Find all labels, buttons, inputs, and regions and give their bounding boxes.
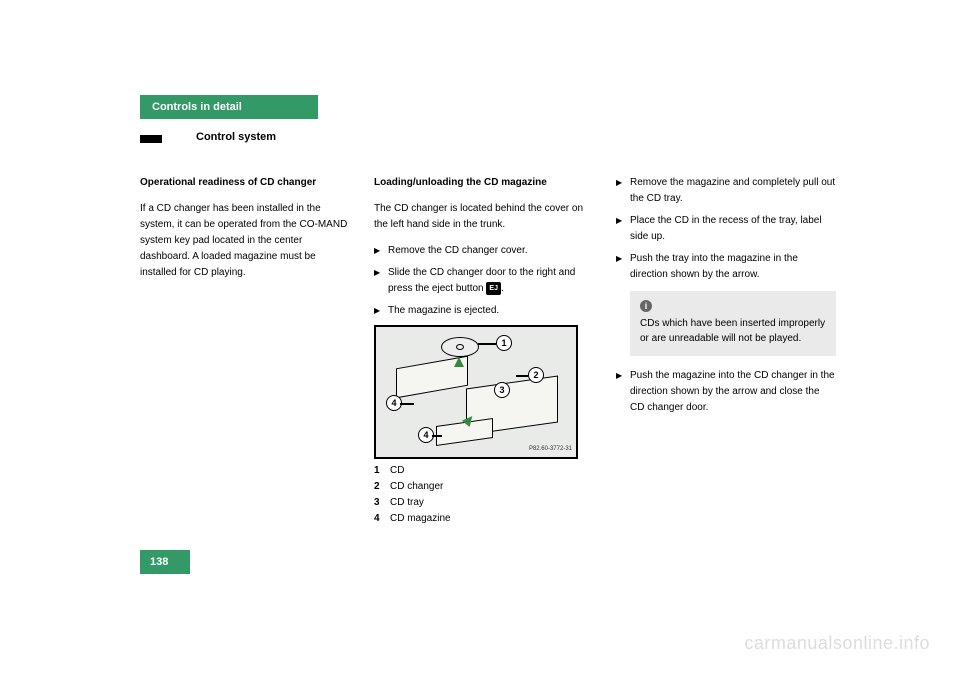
page-content: Controls in detail Control system Operat… — [140, 95, 850, 535]
legend-row-4: 4 CD magazine — [374, 511, 594, 527]
page-number: 138 — [140, 550, 190, 574]
info-icon: i — [640, 300, 652, 312]
lead-line — [478, 343, 496, 345]
legend-num: 3 — [374, 495, 384, 511]
col3-b1-text: Remove the magazine and completely pull … — [630, 175, 836, 207]
info-text: CDs which have been inserted improperly … — [640, 316, 826, 346]
eject-icon: EJ — [486, 282, 501, 295]
legend-num: 2 — [374, 479, 384, 495]
lead-line — [516, 375, 528, 377]
col2-para: The CD changer is located behind the cov… — [374, 201, 594, 233]
col2-b1-text: Remove the CD changer cover. — [388, 243, 594, 259]
col2-bullet-3: ▶ The magazine is ejected. — [374, 303, 594, 319]
col1-para: If a CD changer has been installed in th… — [140, 201, 352, 281]
legend-row-1: 1 CD — [374, 463, 594, 479]
legend-num: 4 — [374, 511, 384, 527]
content-columns: Operational readiness of CD changer If a… — [140, 175, 850, 535]
figure: 1 2 3 4 4 P82.60-3772-31 1 CD — [374, 325, 594, 527]
callout-3: 3 — [494, 382, 510, 398]
legend-text: CD magazine — [390, 511, 451, 527]
triangle-icon: ▶ — [374, 303, 388, 319]
legend-text: CD changer — [390, 479, 443, 495]
triangle-icon: ▶ — [616, 213, 630, 245]
section-tab: Controls in detail — [140, 95, 318, 119]
arrow-down-icon — [454, 357, 464, 367]
triangle-icon: ▶ — [616, 251, 630, 283]
figure-legend: 1 CD 2 CD changer 3 CD tray 4 CD magazin… — [374, 463, 594, 527]
col3-bullet-3: ▶ Push the tray into the magazine in the… — [616, 251, 836, 283]
lead-line — [400, 403, 414, 405]
figure-label: P82.60-3772-31 — [529, 445, 572, 455]
callout-1: 1 — [496, 335, 512, 351]
figure-image: 1 2 3 4 4 P82.60-3772-31 — [374, 325, 578, 459]
legend-text: CD tray — [390, 495, 424, 511]
subtitle-row: Control system — [140, 123, 850, 159]
col3-b4-text: Push the magazine into the CD changer in… — [630, 368, 836, 416]
triangle-icon: ▶ — [616, 175, 630, 207]
legend-num: 1 — [374, 463, 384, 479]
header-tab-row: Controls in detail — [140, 95, 850, 119]
col2-b2b: . — [501, 283, 504, 294]
column-3: ▶ Remove the magazine and completely pul… — [616, 175, 836, 535]
legend-row-3: 3 CD tray — [374, 495, 594, 511]
cd-hole — [456, 344, 464, 350]
section-subtitle: Control system — [162, 123, 288, 159]
triangle-icon: ▶ — [374, 265, 388, 297]
col3-bullet-4: ▶ Push the magazine into the CD changer … — [616, 368, 836, 416]
callout-2: 2 — [528, 367, 544, 383]
col3-bullet-2: ▶ Place the CD in the recess of the tray… — [616, 213, 836, 245]
column-1: Operational readiness of CD changer If a… — [140, 175, 352, 535]
col3-b3-text: Push the tray into the magazine in the d… — [630, 251, 836, 283]
col1-heading: Operational readiness of CD changer — [140, 175, 352, 191]
lead-line — [432, 435, 442, 437]
col3-b2-text: Place the CD in the recess of the tray, … — [630, 213, 836, 245]
col2-bullet-2: ▶ Slide the CD changer door to the right… — [374, 265, 594, 297]
watermark: carmanualsonline.info — [744, 633, 930, 654]
column-2: Loading/unloading the CD magazine The CD… — [374, 175, 594, 535]
col2-bullet-1: ▶ Remove the CD changer cover. — [374, 243, 594, 259]
col3-bullet-1: ▶ Remove the magazine and completely pul… — [616, 175, 836, 207]
col2-heading: Loading/unloading the CD magazine — [374, 175, 594, 191]
info-note: i CDs which have been inserted improperl… — [630, 291, 836, 356]
col2-b2a: Slide the CD changer door to the right a… — [388, 267, 575, 294]
legend-row-2: 2 CD changer — [374, 479, 594, 495]
col2-b3-text: The magazine is ejected. — [388, 303, 594, 319]
legend-text: CD — [390, 463, 404, 479]
triangle-icon: ▶ — [616, 368, 630, 416]
triangle-icon: ▶ — [374, 243, 388, 259]
col2-b2-text: Slide the CD changer door to the right a… — [388, 265, 594, 297]
black-marker — [140, 135, 162, 143]
